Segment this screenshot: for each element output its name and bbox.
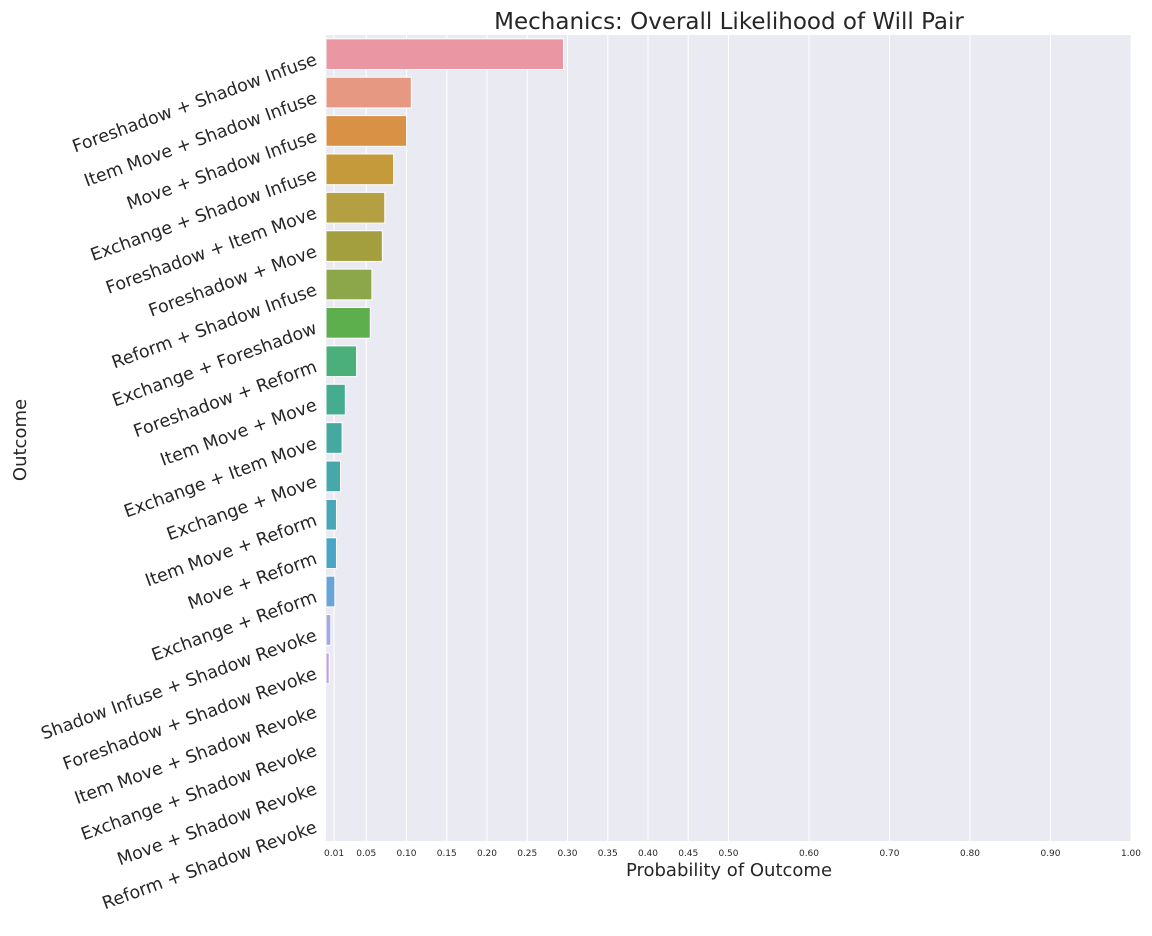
x-tick-label: 0.25: [517, 849, 537, 859]
y-axis-label: Outcome: [10, 399, 31, 481]
bar: [325, 345, 358, 378]
bar: [325, 537, 337, 569]
x-tick-label: 0.50: [718, 849, 738, 859]
x-tick-label: 0.40: [638, 849, 658, 859]
bar: [325, 498, 337, 531]
x-tick-label: 0.05: [356, 849, 376, 859]
bars: [325, 38, 564, 685]
bar: [325, 230, 383, 262]
x-tick-label: 0.35: [598, 849, 618, 859]
bar: [325, 268, 373, 301]
bar: [325, 422, 343, 454]
bar: [325, 191, 386, 224]
bar: [325, 575, 336, 608]
bar: [325, 38, 564, 71]
bar: [325, 76, 412, 109]
x-tick-label: 0.90: [1040, 849, 1060, 859]
x-axis-label: Probability of Outcome: [626, 860, 832, 881]
bar: [325, 307, 371, 339]
bar: [325, 153, 395, 186]
chart-title: Mechanics: Overall Likelihood of Will Pa…: [494, 9, 964, 35]
bar: [325, 614, 332, 646]
x-tick-label: 1.00: [1121, 849, 1141, 859]
x-axis-ticks: 0.01 0.05 0.10 0.15 0.20 0.25 0.30 0.35 0.40 0.45…: [324, 849, 1141, 859]
bar: [325, 652, 330, 685]
x-tick-label: 0.80: [960, 849, 980, 859]
x-tick-label: 0.60: [799, 849, 819, 859]
gridlines: [333, 35, 1132, 841]
x-tick-label: 0.45: [678, 849, 698, 859]
bar: [325, 115, 407, 147]
x-tick-label: 0.01: [324, 849, 344, 859]
bar: [325, 460, 341, 493]
bar: [325, 383, 346, 416]
x-tick-label: 0.20: [477, 849, 497, 859]
x-tick-label: 0.10: [396, 849, 416, 859]
x-tick-label: 0.15: [437, 849, 457, 859]
x-tick-label: 0.70: [879, 849, 899, 859]
x-tick-label: 0.30: [557, 849, 577, 859]
